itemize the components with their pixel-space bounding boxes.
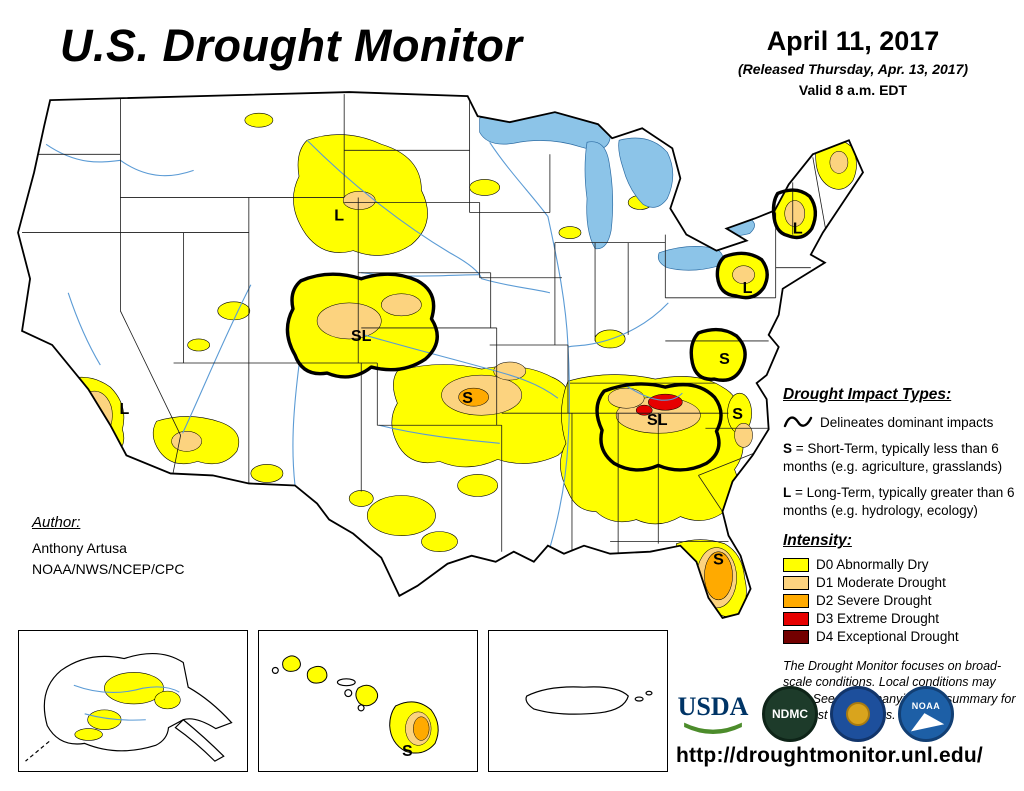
- long-term-key: L: [783, 485, 792, 501]
- culebra: [645, 690, 653, 696]
- page-title: U.S. Drought Monitor: [60, 20, 523, 71]
- noaa-logo-text: NOAA: [911, 700, 941, 711]
- alaska-d0-areas: [74, 672, 181, 741]
- d1-label: D1 Moderate Drought: [816, 575, 946, 591]
- impact-label-mid-atlantic: L: [743, 279, 753, 297]
- d4-swatch: [783, 629, 809, 644]
- usda-swoosh-icon: [684, 722, 742, 734]
- alaska-map: [25, 653, 233, 762]
- d2-swatch: [783, 593, 809, 608]
- author-block: Author: Anthony Artusa NOAA/NWS/NCEP/CPC: [32, 512, 184, 580]
- author-org: NOAA/NWS/NCEP/CPC: [32, 560, 185, 577]
- noaa-logo: NOAA: [898, 686, 954, 742]
- delineates-row: Delineates dominant impacts: [783, 413, 1017, 431]
- commerce-seal-emblem: [846, 702, 870, 726]
- ndmc-logo-text: NDMC: [772, 707, 808, 721]
- d3-swatch: [783, 611, 809, 626]
- hawaii-inset: S: [258, 630, 478, 772]
- alaska-panhandle: [174, 718, 225, 762]
- great-lakes: [479, 107, 755, 271]
- d2-severe-drought-areas: [458, 387, 733, 601]
- puerto-rico-map: [525, 686, 653, 715]
- lake-huron: [618, 137, 674, 208]
- impact-outline-tennessee: [595, 382, 723, 472]
- delineates-label: Delineates dominant impacts: [820, 414, 994, 430]
- legend-panel: Drought Impact Types: Delineates dominan…: [783, 386, 1017, 723]
- aleutian-islands: [25, 740, 50, 762]
- author-name: Anthony Artusa: [32, 539, 127, 556]
- impact-types-heading: Drought Impact Types:: [783, 386, 952, 403]
- kauai: [282, 655, 301, 672]
- squiggle-line-icon: [783, 416, 813, 428]
- d0-swatch: [783, 557, 809, 572]
- kahoolawe: [357, 704, 365, 712]
- drought-monitor-url[interactable]: http://droughtmonitor.unl.edu/: [676, 744, 983, 767]
- hawaii-d2-area: [413, 716, 430, 741]
- impact-label-northern-plains: L: [334, 207, 344, 225]
- oahu: [306, 665, 328, 684]
- ndmc-logo: NDMC: [762, 686, 818, 742]
- intensity-heading: Intensity:: [783, 532, 852, 550]
- impact-outline-new-england: [771, 188, 818, 240]
- impact-label-carolina-coast: S: [732, 405, 743, 423]
- impact-label-central-plains: SL: [351, 327, 372, 345]
- map-impact-labels: L SL S L SL S S L L S: [120, 207, 803, 569]
- short-term-text: = Short-Term, typically less than 6 mont…: [783, 441, 1003, 474]
- long-term-definition: L = Long-Term, typically greater than 6 …: [783, 484, 1017, 519]
- legend-row-d2: D2 Severe Drought: [783, 593, 1017, 608]
- impact-label-new-england: L: [793, 220, 803, 238]
- hawaii-map: S: [271, 655, 439, 760]
- niihau: [271, 666, 279, 674]
- vieques: [634, 696, 644, 702]
- impact-label-florida: S: [713, 551, 724, 569]
- agency-logos: USDA NDMC NOAA: [676, 686, 954, 742]
- state-borders: [22, 94, 827, 554]
- maui: [355, 684, 379, 707]
- intensity-legend: D0 Abnormally Dry D1 Moderate Drought D2…: [783, 557, 1017, 644]
- usda-logo-text: USDA: [677, 692, 749, 721]
- alaska-inset: [18, 630, 248, 772]
- d4-label: D4 Exceptional Drought: [816, 629, 959, 645]
- molokai: [336, 678, 356, 687]
- map-date: April 11, 2017: [766, 26, 940, 56]
- lake-michigan: [584, 141, 614, 250]
- legend-row-d1: D1 Moderate Drought: [783, 575, 1017, 590]
- lake-ontario: [699, 216, 755, 237]
- impact-label-southern-california: L: [120, 400, 130, 418]
- legend-row-d3: D3 Extreme Drought: [783, 611, 1017, 626]
- impact-outline-mid-atlantic: [715, 251, 769, 300]
- d1-swatch: [783, 575, 809, 590]
- date-block: April 11, 2017 (Released Thursday, Apr. …: [688, 26, 1018, 98]
- legend-row-d4: D4 Exceptional Drought: [783, 629, 1017, 644]
- lake-erie: [657, 246, 724, 271]
- author-heading: Author:: [32, 514, 81, 531]
- short-term-definition: S = Short-Term, typically less than 6 mo…: [783, 440, 1017, 475]
- impact-label-southern-plains: S: [462, 389, 473, 407]
- impact-label-virginia: S: [719, 350, 730, 368]
- valid-time: Valid 8 a.m. EDT: [798, 82, 908, 98]
- impact-outline-virginia: [689, 327, 747, 382]
- puerto-rico-inset: [488, 630, 668, 772]
- lanai: [344, 689, 353, 698]
- impact-outline-central-plains: [285, 272, 439, 379]
- release-date: (Released Thursday, Apr. 13, 2017): [737, 61, 969, 77]
- noaa-bird-icon: [907, 709, 945, 731]
- conus-map: L SL S L SL S S L L S: [17, 91, 865, 619]
- long-term-text: = Long-Term, typically greater than 6 mo…: [783, 485, 1015, 518]
- d2-label: D2 Severe Drought: [816, 593, 932, 609]
- impact-label-hawaii: S: [402, 743, 413, 760]
- alaska-rivers: [73, 684, 180, 721]
- legend-row-d0: D0 Abnormally Dry: [783, 557, 1017, 572]
- impact-region-outlines: [285, 188, 818, 472]
- us-border-outline: [17, 91, 865, 619]
- usda-logo: USDA: [676, 694, 750, 734]
- commerce-seal-logo: [830, 686, 886, 742]
- impact-label-tennessee: SL: [647, 411, 668, 429]
- short-term-key: S: [783, 441, 793, 456]
- puerto-rico-island: [525, 686, 629, 715]
- d0-label: D0 Abnormally Dry: [816, 557, 929, 573]
- d3-label: D3 Extreme Drought: [816, 611, 940, 627]
